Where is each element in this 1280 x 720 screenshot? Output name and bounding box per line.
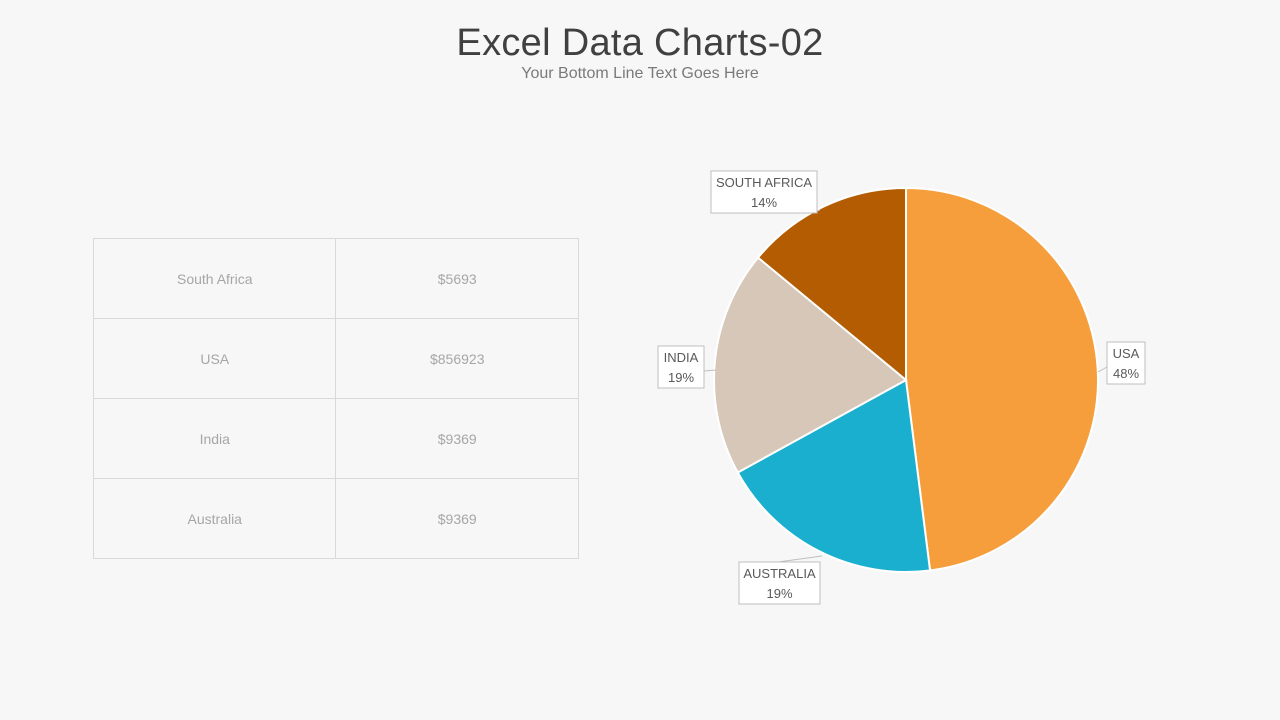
- data-label-australia: AUSTRALIA 19%: [738, 555, 823, 605]
- slice-category-label: INDIA: [664, 350, 699, 365]
- data-label-usa: USA 48%: [1097, 341, 1146, 385]
- table-row: USA $856923: [92, 318, 579, 399]
- slice-percent-label: 14%: [751, 195, 777, 210]
- data-label-south-africa: SOUTH AFRICA 14%: [710, 170, 821, 214]
- slice-percent-label: 19%: [766, 586, 792, 601]
- slice-percent-label: 48%: [1113, 366, 1139, 381]
- pie-slice-india: [713, 256, 908, 474]
- slice-category-label: SOUTH AFRICA: [716, 175, 812, 190]
- leader-line: [703, 369, 717, 372]
- leader-line: [1097, 366, 1108, 373]
- slice-percent-label: 19%: [668, 370, 694, 385]
- table-cell-value: $9369: [335, 398, 579, 479]
- label-box: [710, 170, 818, 214]
- table-cell-value: $5693: [335, 238, 579, 319]
- label-box: [738, 561, 821, 605]
- slice-category-label: AUSTRALIA: [743, 566, 816, 581]
- data-label-india: INDIA 19%: [657, 345, 717, 389]
- table-cell-country: Australia: [92, 478, 337, 559]
- table-cell-country: India: [92, 398, 337, 479]
- page-subtitle: Your Bottom Line Text Goes Here: [521, 65, 759, 82]
- table-row: South Africa $5693: [92, 238, 579, 319]
- pie-slice-usa: [905, 186, 1099, 572]
- pie-slice-south-africa: [756, 186, 907, 383]
- label-box: [1106, 341, 1146, 385]
- table-row: Australia $9369: [92, 478, 579, 559]
- page-title: Excel Data Charts-02: [456, 22, 824, 64]
- table-cell-value: $9369: [335, 478, 579, 559]
- data-table: South Africa $5693 USA $856923 India $93…: [92, 238, 579, 559]
- table-row: India $9369: [92, 398, 579, 479]
- label-box: [657, 345, 705, 389]
- leader-line: [777, 555, 823, 563]
- slice-category-label: USA: [1113, 346, 1140, 361]
- table-cell-value: $856923: [335, 318, 579, 399]
- pie-slice-australia: [736, 378, 932, 573]
